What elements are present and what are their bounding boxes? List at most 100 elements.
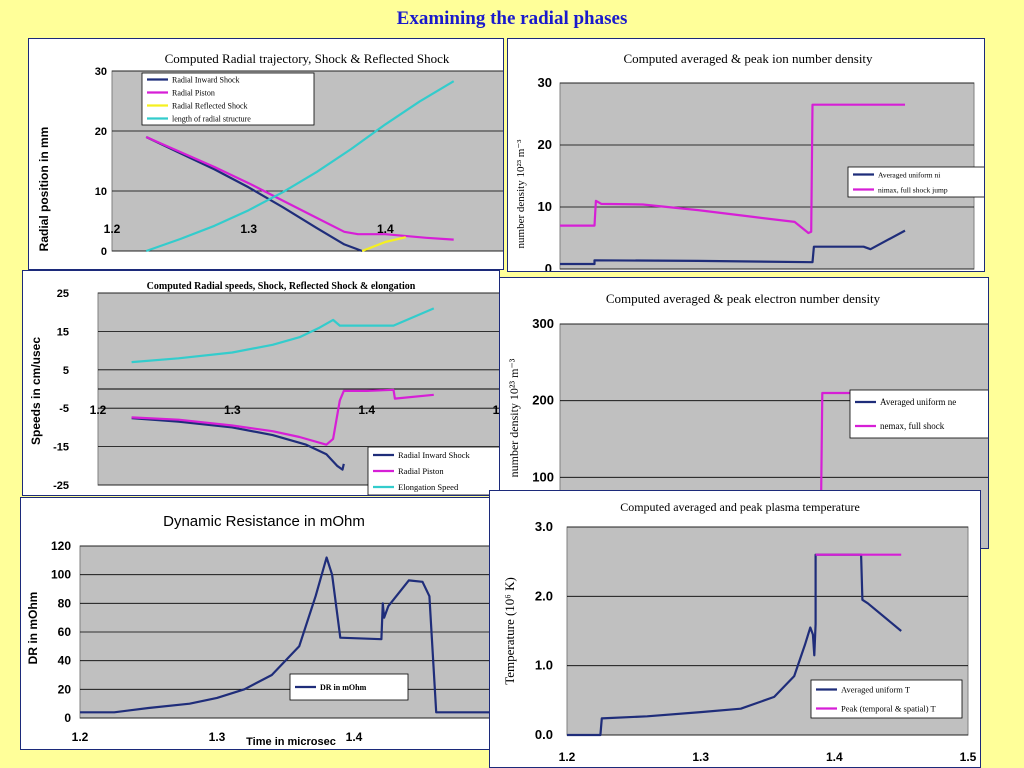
legend-entry: Averaged uniform T xyxy=(841,685,911,695)
chart-panel-speeds: Computed Radial speeds, Shock, Reflected… xyxy=(22,270,500,496)
legend-entry: nimax, full shock jump xyxy=(878,186,948,195)
y-tick-label: 20 xyxy=(58,682,72,696)
legend-box xyxy=(847,166,984,198)
series-line-0 xyxy=(567,553,902,737)
y-tick-label: 2.0 xyxy=(535,588,553,603)
y-tick-label: 120 xyxy=(51,539,71,553)
x-tick-label: 1.2 xyxy=(104,222,121,236)
y-axis-label: number density 10²³ m⁻³ xyxy=(515,139,527,249)
chart-trajectory: Computed Radial trajectory, Shock & Refl… xyxy=(37,51,503,258)
series-line-1 xyxy=(560,103,905,235)
legend-entry: DR in mOhm xyxy=(320,683,367,692)
y-tick-label: 3.0 xyxy=(535,519,553,534)
chart-ion-density: Computed averaged & peak ion number dens… xyxy=(515,51,984,272)
x-tick-label: 1.3 xyxy=(692,750,709,764)
y-axis-label: Speeds in cm/usec xyxy=(29,337,43,445)
chart-panel-trajectory: Computed Radial trajectory, Shock & Refl… xyxy=(28,38,504,270)
legend-entry: Averaged uniform ne xyxy=(880,397,956,407)
y-tick-label: 1.0 xyxy=(535,658,553,673)
legend-entry: Radial Piston xyxy=(398,466,444,476)
plot-area: 25 15 5 -5 -15 -25 1.2 1.3 1.4 1.5 Radial Inward S… xyxy=(53,288,500,495)
y-tick-label: 200 xyxy=(532,393,554,408)
x-tick-label: 1.4 xyxy=(377,222,394,236)
legend-entry: Radial Piston xyxy=(172,89,215,98)
y-tick-label: 0 xyxy=(101,246,107,258)
legend-box xyxy=(810,679,963,719)
y-axis-label: Temperature (10⁶ K) xyxy=(502,577,517,685)
y-tick-label: 60 xyxy=(58,625,72,639)
y-tick-label: 30 xyxy=(95,66,107,78)
y-tick-label: -5 xyxy=(59,403,69,415)
y-tick-label: 20 xyxy=(95,126,107,138)
series-line-2 xyxy=(361,236,407,253)
legend-entry: Peak (temporal & spatial) T xyxy=(841,704,937,714)
legend-entry: nemax, full shock xyxy=(880,421,945,431)
plot-area: 0.0 1.0 2.0 3.0 1.2 1.3 1.4 1.5 Averaged uniform… xyxy=(535,519,977,764)
y-tick-label: 10 xyxy=(538,199,552,214)
chart-title: Dynamic Resistance in mOhm xyxy=(163,513,365,530)
x-tick-label: 1.5 xyxy=(493,403,500,417)
legend-entry: Elongation Speed xyxy=(398,482,459,492)
chart-panel-temperature: Computed averaged and peak plasma temper… xyxy=(489,490,981,768)
series-line-2 xyxy=(131,307,435,364)
y-tick-label: 100 xyxy=(532,469,554,484)
chart-title: Computed Radial speeds, Shock, Reflected… xyxy=(147,281,416,292)
chart-title: Computed Radial trajectory, Shock & Refl… xyxy=(165,51,450,66)
x-tick-label: 1.5 xyxy=(960,750,977,764)
legend-entry: Radial Inward Shock xyxy=(398,450,471,460)
series-line-0 xyxy=(131,417,345,471)
y-tick-label: 0.0 xyxy=(535,727,553,742)
legend-entry: Averaged uniform ni xyxy=(878,171,940,180)
y-tick-label: 30 xyxy=(538,75,552,90)
legend-box xyxy=(141,72,315,126)
y-tick-label: 100 xyxy=(51,568,71,582)
y-axis-label: number density 10²³ m⁻³ xyxy=(507,358,521,477)
series-line-0 xyxy=(560,229,906,266)
y-axis-label: Radial position in mm xyxy=(37,127,51,252)
plot-area: 0 10 20 30 Averaged uniform ni nimax, full sh… xyxy=(538,75,984,272)
y-tick-label: 25 xyxy=(57,288,69,300)
plot-area: 0 20 40 60 80 100 120 1.2 1.3 1.4 DR in mOhm xyxy=(51,539,489,744)
y-tick-label: 40 xyxy=(58,654,72,668)
chart-title: Computed averaged and peak plasma temper… xyxy=(620,500,860,514)
legend-entry: Radial Reflected Shock xyxy=(172,102,248,111)
chart-title: Computed averaged & peak electron number… xyxy=(606,291,881,306)
series-line-3 xyxy=(145,80,455,253)
series-line-1 xyxy=(145,135,454,241)
chart-dynamic-resistance: Dynamic Resistance in mOhm DR in mOhm Ti… xyxy=(26,513,489,748)
chart-temperature: Computed averaged and peak plasma temper… xyxy=(502,500,977,764)
series-line-0 xyxy=(145,136,363,253)
y-tick-label: 80 xyxy=(58,596,72,610)
legend-box xyxy=(849,389,988,439)
legend-entry: Radial Inward Shock xyxy=(172,76,240,85)
y-tick-label: 5 xyxy=(63,365,69,377)
x-tick-label: 1.3 xyxy=(209,730,226,744)
y-tick-label: 15 xyxy=(57,326,69,338)
y-axis-label: DR in mOhm xyxy=(26,592,40,665)
legend-entry: length of radial structure xyxy=(172,115,251,124)
chart-panel-dynamic-resistance: Dynamic Resistance in mOhm DR in mOhm Ti… xyxy=(20,497,490,750)
x-tick-label: 1.4 xyxy=(826,750,843,764)
y-tick-label: 300 xyxy=(532,316,554,331)
chart-title: Computed averaged & peak ion number dens… xyxy=(623,51,873,66)
x-tick-label: 1.3 xyxy=(224,403,241,417)
x-tick-label: 1.4 xyxy=(358,403,375,417)
slide-title: Examining the radial phases xyxy=(396,8,628,29)
x-tick-label: 1.2 xyxy=(559,750,576,764)
y-tick-label: 0 xyxy=(64,711,71,725)
series-line-1 xyxy=(131,388,434,446)
chart-speeds: Computed Radial speeds, Shock, Reflected… xyxy=(29,281,500,495)
y-tick-label: 20 xyxy=(538,137,552,152)
x-tick-label: 1.4 xyxy=(346,730,363,744)
x-axis-label: Time in microsec xyxy=(246,736,336,748)
x-tick-label: 1.2 xyxy=(90,403,107,417)
chart-panel-ion-density: Computed averaged & peak ion number dens… xyxy=(507,38,985,272)
x-tick-label: 1.2 xyxy=(72,730,89,744)
x-tick-label: 1.3 xyxy=(240,222,257,236)
y-tick-label: -25 xyxy=(53,480,69,492)
series-line-0 xyxy=(80,556,489,714)
y-tick-label: 0 xyxy=(545,261,552,272)
y-tick-label: 10 xyxy=(95,186,107,198)
y-tick-label: -15 xyxy=(53,442,69,454)
